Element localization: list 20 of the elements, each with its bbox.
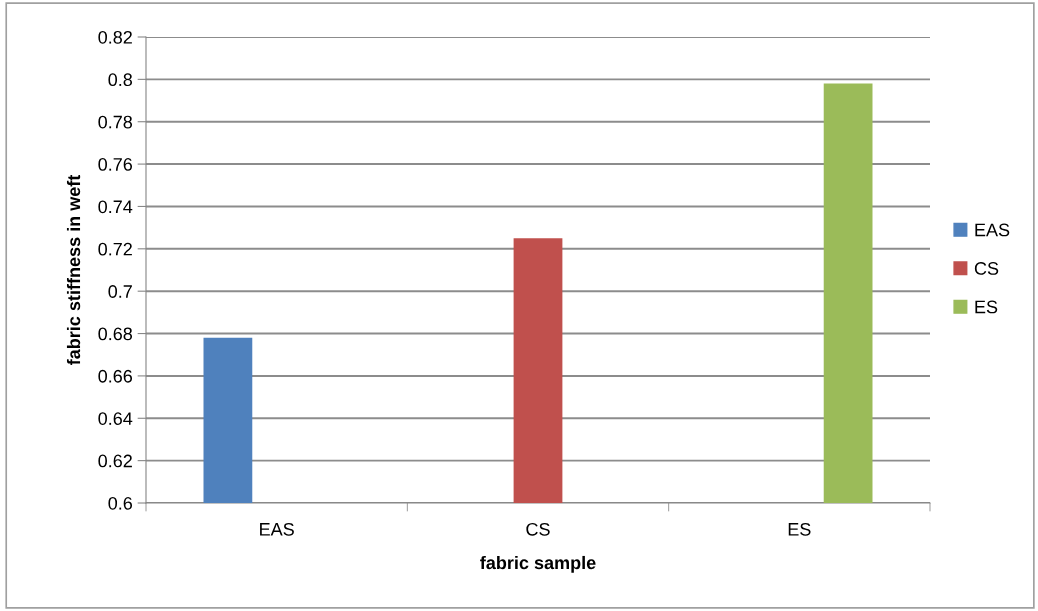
x-tick-label: ES: [788, 522, 811, 536]
x-tick-label: CS: [526, 522, 550, 536]
x-tick-label: EAS: [260, 522, 294, 536]
x-axis-title: fabric sample: [480, 555, 596, 573]
legend-label: ES: [975, 300, 998, 314]
y-tick-label: 0.66: [98, 369, 133, 383]
y-tick-label: 0.64: [98, 412, 133, 425]
legend-label: CS: [974, 262, 999, 275]
legend-label: EAS: [975, 223, 1010, 237]
y-tick-label: 0.76: [98, 158, 133, 171]
y-tick-label: 0.7: [108, 285, 132, 298]
y-tick-label: 0.82: [98, 30, 132, 44]
y-tick-label: 0.78: [98, 115, 133, 129]
y-tick-label: 0.62: [98, 454, 132, 468]
y-tick-label: 0.8: [108, 73, 133, 87]
y-axis-title: fabric stiffness in weft: [66, 174, 81, 365]
y-tick-label: 0.68: [98, 327, 133, 341]
y-tick-label: 0.72: [98, 242, 132, 256]
y-tick-label: 0.6: [108, 496, 133, 510]
y-tick-label: 0.74: [98, 200, 133, 214]
